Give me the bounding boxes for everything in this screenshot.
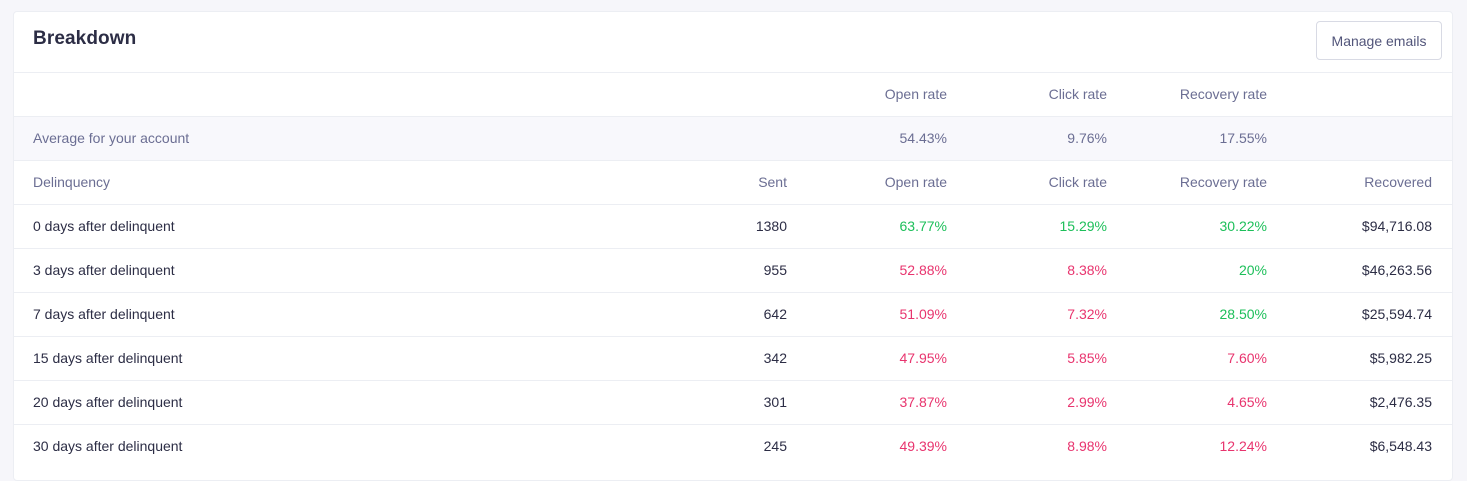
row-click-rate: 7.32%: [1067, 306, 1107, 322]
column-header-sent: Sent: [758, 174, 787, 190]
table-row: 30 days after delinquent 245 49.39% 8.98…: [14, 425, 1452, 469]
column-header-delinquency: Delinquency: [33, 174, 111, 190]
row-sent: 301: [763, 394, 787, 410]
row-recovered: $6,548.43: [1369, 438, 1432, 454]
column-header-click-rate: Click rate: [1048, 174, 1107, 190]
row-recovered: $2,476.35: [1369, 394, 1432, 410]
card-header: Breakdown Manage emails: [14, 12, 1452, 73]
row-recovery-rate: 12.24%: [1219, 438, 1267, 454]
row-open-rate: 49.39%: [899, 438, 947, 454]
row-open-rate: 52.88%: [899, 262, 947, 278]
row-recovery-rate: 20%: [1238, 262, 1267, 278]
row-sent: 642: [763, 306, 787, 322]
average-recovery-rate: 17.55%: [1219, 130, 1267, 146]
average-open-rate: 54.43%: [899, 130, 947, 146]
table-row: 3 days after delinquent 955 52.88% 8.38%…: [14, 249, 1452, 293]
average-label: Average for your account: [33, 130, 190, 146]
manage-emails-button[interactable]: Manage emails: [1316, 21, 1442, 60]
row-recovery-rate: 30.22%: [1219, 218, 1267, 234]
row-sent: 245: [763, 438, 787, 454]
page-title: Breakdown: [33, 28, 137, 49]
row-click-rate: 8.98%: [1067, 438, 1107, 454]
row-recovery-rate: 4.65%: [1227, 394, 1267, 410]
table-row: 7 days after delinquent 642 51.09% 7.32%…: [14, 293, 1452, 337]
row-recovery-rate: 28.50%: [1219, 306, 1267, 322]
row-click-rate: 2.99%: [1067, 394, 1107, 410]
row-open-rate: 47.95%: [899, 350, 947, 366]
row-click-rate: 15.29%: [1059, 218, 1107, 234]
table-header-row: Delinquency Sent Open rate Click rate Re…: [14, 161, 1452, 205]
row-label: 7 days after delinquent: [33, 306, 175, 322]
row-label: 3 days after delinquent: [33, 262, 175, 278]
row-sent: 955: [763, 262, 787, 278]
table-row: 20 days after delinquent 301 37.87% 2.99…: [14, 381, 1452, 425]
row-click-rate: 8.38%: [1067, 262, 1107, 278]
summary-header-recovery-rate: Recovery rate: [1179, 86, 1267, 102]
breakdown-card: Breakdown Manage emails Open rate Click …: [13, 11, 1453, 481]
row-click-rate: 5.85%: [1067, 350, 1107, 366]
average-click-rate: 9.76%: [1067, 130, 1107, 146]
table-row: 0 days after delinquent 1380 63.77% 15.2…: [14, 205, 1452, 249]
row-open-rate: 37.87%: [899, 394, 947, 410]
row-sent: 1380: [755, 218, 787, 234]
row-label: 15 days after delinquent: [33, 350, 183, 366]
summary-header-open-rate: Open rate: [884, 86, 947, 102]
row-recovery-rate: 7.60%: [1227, 350, 1267, 366]
average-row: Average for your account 54.43% 9.76% 17…: [14, 117, 1452, 161]
row-label: 0 days after delinquent: [33, 218, 175, 234]
row-recovered: $5,982.25: [1369, 350, 1432, 366]
row-recovered: $46,263.56: [1361, 262, 1432, 278]
row-label: 30 days after delinquent: [33, 438, 183, 454]
row-open-rate: 63.77%: [899, 218, 947, 234]
row-label: 20 days after delinquent: [33, 394, 183, 410]
column-header-recovery-rate: Recovery rate: [1179, 174, 1267, 190]
row-sent: 342: [763, 350, 787, 366]
row-recovered: $94,716.08: [1361, 218, 1432, 234]
summary-header-row: Open rate Click rate Recovery rate: [14, 73, 1452, 117]
column-header-recovered: Recovered: [1364, 174, 1432, 190]
table-row: 15 days after delinquent 342 47.95% 5.85…: [14, 337, 1452, 381]
row-open-rate: 51.09%: [899, 306, 947, 322]
row-recovered: $25,594.74: [1361, 306, 1432, 322]
column-header-open-rate: Open rate: [884, 174, 947, 190]
summary-header-click-rate: Click rate: [1048, 86, 1107, 102]
